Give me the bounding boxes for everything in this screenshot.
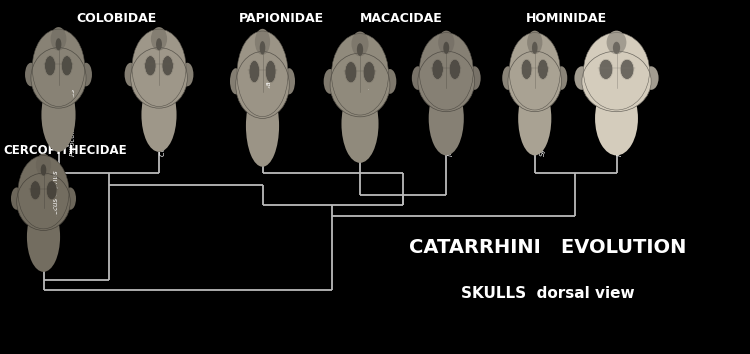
Ellipse shape bbox=[509, 33, 560, 110]
Ellipse shape bbox=[284, 68, 295, 94]
Ellipse shape bbox=[556, 66, 567, 90]
Ellipse shape bbox=[40, 164, 46, 176]
Ellipse shape bbox=[80, 63, 92, 86]
Ellipse shape bbox=[64, 188, 76, 210]
Ellipse shape bbox=[324, 69, 337, 94]
Ellipse shape bbox=[443, 42, 449, 54]
Ellipse shape bbox=[30, 181, 40, 200]
Text: Cercopithecus cephus: Cercopithecus cephus bbox=[53, 170, 58, 248]
Text: Symphalangus: Symphalangus bbox=[540, 104, 546, 156]
Ellipse shape bbox=[31, 47, 86, 108]
Ellipse shape bbox=[418, 51, 475, 112]
Ellipse shape bbox=[345, 62, 357, 83]
Text: CATARRHINI   EVOLUTION: CATARRHINI EVOLUTION bbox=[409, 238, 686, 257]
Ellipse shape bbox=[449, 59, 460, 79]
Ellipse shape bbox=[18, 155, 69, 229]
Ellipse shape bbox=[538, 59, 548, 79]
Text: Macaca fascicularis: Macaca fascicularis bbox=[448, 88, 454, 156]
Ellipse shape bbox=[383, 69, 396, 94]
Ellipse shape bbox=[607, 31, 626, 54]
Ellipse shape bbox=[36, 154, 51, 176]
Ellipse shape bbox=[521, 59, 532, 79]
Ellipse shape bbox=[260, 41, 266, 55]
Ellipse shape bbox=[62, 56, 73, 76]
Ellipse shape bbox=[363, 62, 375, 83]
Ellipse shape bbox=[142, 78, 176, 152]
Ellipse shape bbox=[518, 81, 551, 155]
Ellipse shape bbox=[51, 27, 66, 51]
Text: SKULLS  dorsal view: SKULLS dorsal view bbox=[460, 286, 634, 301]
Text: CERCOPITHECIDAE: CERCOPITHECIDAE bbox=[4, 144, 128, 157]
Ellipse shape bbox=[266, 61, 276, 83]
Ellipse shape bbox=[503, 66, 514, 90]
Ellipse shape bbox=[574, 66, 590, 90]
Text: Pan: Pan bbox=[616, 143, 622, 156]
Ellipse shape bbox=[16, 173, 70, 230]
Ellipse shape bbox=[255, 29, 270, 55]
Ellipse shape bbox=[156, 38, 162, 50]
Ellipse shape bbox=[582, 51, 651, 112]
Ellipse shape bbox=[357, 43, 363, 56]
Ellipse shape bbox=[182, 63, 194, 86]
Ellipse shape bbox=[162, 56, 173, 76]
Ellipse shape bbox=[599, 59, 613, 79]
Ellipse shape bbox=[429, 81, 464, 155]
Ellipse shape bbox=[620, 59, 634, 79]
Ellipse shape bbox=[132, 29, 186, 107]
Text: MACACIDAE: MACACIDAE bbox=[360, 12, 442, 25]
Ellipse shape bbox=[508, 51, 562, 112]
Ellipse shape bbox=[56, 38, 62, 50]
Ellipse shape bbox=[249, 61, 259, 83]
Ellipse shape bbox=[330, 53, 390, 117]
Ellipse shape bbox=[44, 56, 56, 76]
Ellipse shape bbox=[145, 56, 156, 76]
Text: Lophocebus albigena: Lophocebus albigena bbox=[266, 81, 272, 156]
Ellipse shape bbox=[412, 66, 424, 90]
Text: PAPIONIDAE: PAPIONIDAE bbox=[238, 12, 324, 25]
Ellipse shape bbox=[124, 63, 136, 86]
Ellipse shape bbox=[41, 78, 76, 152]
Text: COLOBIDAE: COLOBIDAE bbox=[76, 12, 156, 25]
Ellipse shape bbox=[130, 47, 188, 108]
Text: Piliocolobus badius: Piliocolobus badius bbox=[70, 88, 76, 156]
Ellipse shape bbox=[236, 51, 290, 118]
Text: HOMINIDAE: HOMINIDAE bbox=[526, 12, 607, 25]
Ellipse shape bbox=[419, 33, 473, 110]
Ellipse shape bbox=[341, 85, 379, 163]
Text: Colobus polykomos: Colobus polykomos bbox=[160, 88, 166, 156]
Ellipse shape bbox=[237, 31, 288, 116]
Ellipse shape bbox=[230, 68, 242, 94]
Ellipse shape bbox=[332, 34, 388, 115]
Ellipse shape bbox=[584, 33, 650, 110]
Ellipse shape bbox=[644, 66, 658, 90]
Ellipse shape bbox=[527, 31, 542, 54]
Text: Macaca nemestrina: Macaca nemestrina bbox=[365, 87, 371, 156]
Ellipse shape bbox=[246, 85, 279, 167]
Ellipse shape bbox=[352, 32, 368, 56]
Ellipse shape bbox=[32, 29, 85, 107]
Ellipse shape bbox=[432, 59, 443, 79]
Ellipse shape bbox=[613, 42, 620, 54]
Ellipse shape bbox=[46, 181, 57, 200]
Ellipse shape bbox=[151, 27, 167, 51]
Ellipse shape bbox=[532, 42, 538, 54]
Ellipse shape bbox=[25, 63, 37, 86]
Ellipse shape bbox=[11, 188, 22, 210]
Ellipse shape bbox=[469, 66, 481, 90]
Ellipse shape bbox=[438, 31, 454, 54]
Ellipse shape bbox=[595, 81, 638, 155]
Ellipse shape bbox=[27, 202, 60, 272]
